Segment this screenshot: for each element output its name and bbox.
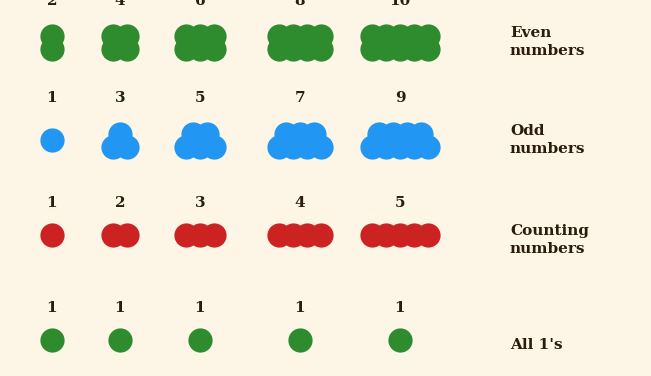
Point bbox=[122, 144, 132, 150]
Point bbox=[395, 232, 405, 238]
Point bbox=[302, 144, 312, 150]
Point bbox=[209, 144, 219, 150]
Point bbox=[47, 337, 57, 343]
Text: Even
numbers: Even numbers bbox=[510, 26, 585, 58]
Point bbox=[274, 45, 284, 52]
Point bbox=[187, 130, 198, 136]
Point bbox=[422, 232, 433, 238]
Text: 7: 7 bbox=[295, 91, 305, 105]
Text: 1: 1 bbox=[47, 196, 57, 210]
Text: 5: 5 bbox=[195, 91, 205, 105]
Point bbox=[395, 144, 405, 150]
Point bbox=[422, 45, 433, 52]
Text: 2: 2 bbox=[115, 196, 125, 210]
Point bbox=[295, 130, 305, 136]
Text: 5: 5 bbox=[395, 196, 406, 210]
Point bbox=[122, 45, 132, 52]
Text: 1: 1 bbox=[195, 301, 205, 315]
Point bbox=[422, 32, 433, 38]
Point bbox=[288, 45, 298, 52]
Point bbox=[181, 232, 191, 238]
Point bbox=[302, 232, 312, 238]
Point bbox=[181, 32, 191, 38]
Point bbox=[381, 144, 391, 150]
Text: 1: 1 bbox=[47, 91, 57, 105]
Point bbox=[381, 45, 391, 52]
Point bbox=[395, 45, 405, 52]
Point bbox=[288, 232, 298, 238]
Point bbox=[316, 45, 326, 52]
Point bbox=[316, 32, 326, 38]
Point bbox=[295, 337, 305, 343]
Point bbox=[195, 232, 205, 238]
Point bbox=[288, 144, 298, 150]
Point bbox=[409, 45, 419, 52]
Point bbox=[395, 337, 405, 343]
Point bbox=[422, 144, 433, 150]
Point bbox=[367, 32, 377, 38]
Text: 4: 4 bbox=[115, 0, 125, 8]
Point bbox=[47, 232, 57, 238]
Text: Odd
numbers: Odd numbers bbox=[510, 124, 585, 156]
Point bbox=[209, 45, 219, 52]
Text: 1: 1 bbox=[115, 301, 125, 315]
Text: 8: 8 bbox=[295, 0, 305, 8]
Point bbox=[202, 130, 212, 136]
Point bbox=[381, 32, 391, 38]
Text: 3: 3 bbox=[115, 91, 125, 105]
Point bbox=[108, 144, 118, 150]
Point bbox=[409, 232, 419, 238]
Point bbox=[309, 130, 319, 136]
Point bbox=[367, 144, 377, 150]
Point bbox=[108, 232, 118, 238]
Text: 6: 6 bbox=[195, 0, 205, 8]
Text: All 1's: All 1's bbox=[510, 338, 562, 352]
Point bbox=[374, 130, 384, 136]
Point bbox=[115, 130, 125, 136]
Point bbox=[47, 45, 57, 52]
Point bbox=[274, 232, 284, 238]
Point bbox=[302, 32, 312, 38]
Point bbox=[302, 45, 312, 52]
Text: 2: 2 bbox=[47, 0, 57, 8]
Text: 10: 10 bbox=[389, 0, 411, 8]
Point bbox=[181, 144, 191, 150]
Point bbox=[195, 32, 205, 38]
Point bbox=[395, 32, 405, 38]
Point bbox=[195, 45, 205, 52]
Point bbox=[316, 232, 326, 238]
Text: 1: 1 bbox=[295, 301, 305, 315]
Text: 1: 1 bbox=[47, 301, 57, 315]
Point bbox=[195, 144, 205, 150]
Point bbox=[274, 144, 284, 150]
Point bbox=[209, 32, 219, 38]
Point bbox=[47, 137, 57, 143]
Point bbox=[416, 130, 426, 136]
Point bbox=[209, 232, 219, 238]
Point bbox=[281, 130, 291, 136]
Point bbox=[367, 45, 377, 52]
Point bbox=[381, 232, 391, 238]
Text: 9: 9 bbox=[395, 91, 406, 105]
Point bbox=[388, 130, 398, 136]
Point bbox=[409, 32, 419, 38]
Text: 1: 1 bbox=[395, 301, 406, 315]
Text: 4: 4 bbox=[295, 196, 305, 210]
Point bbox=[367, 232, 377, 238]
Point bbox=[108, 32, 118, 38]
Point bbox=[115, 337, 125, 343]
Point bbox=[409, 144, 419, 150]
Point bbox=[108, 45, 118, 52]
Point bbox=[122, 32, 132, 38]
Point bbox=[47, 32, 57, 38]
Point bbox=[181, 45, 191, 52]
Point bbox=[195, 337, 205, 343]
Point bbox=[274, 32, 284, 38]
Point bbox=[122, 232, 132, 238]
Text: Counting
numbers: Counting numbers bbox=[510, 224, 589, 256]
Text: 3: 3 bbox=[195, 196, 205, 210]
Point bbox=[288, 32, 298, 38]
Point bbox=[402, 130, 412, 136]
Point bbox=[316, 144, 326, 150]
